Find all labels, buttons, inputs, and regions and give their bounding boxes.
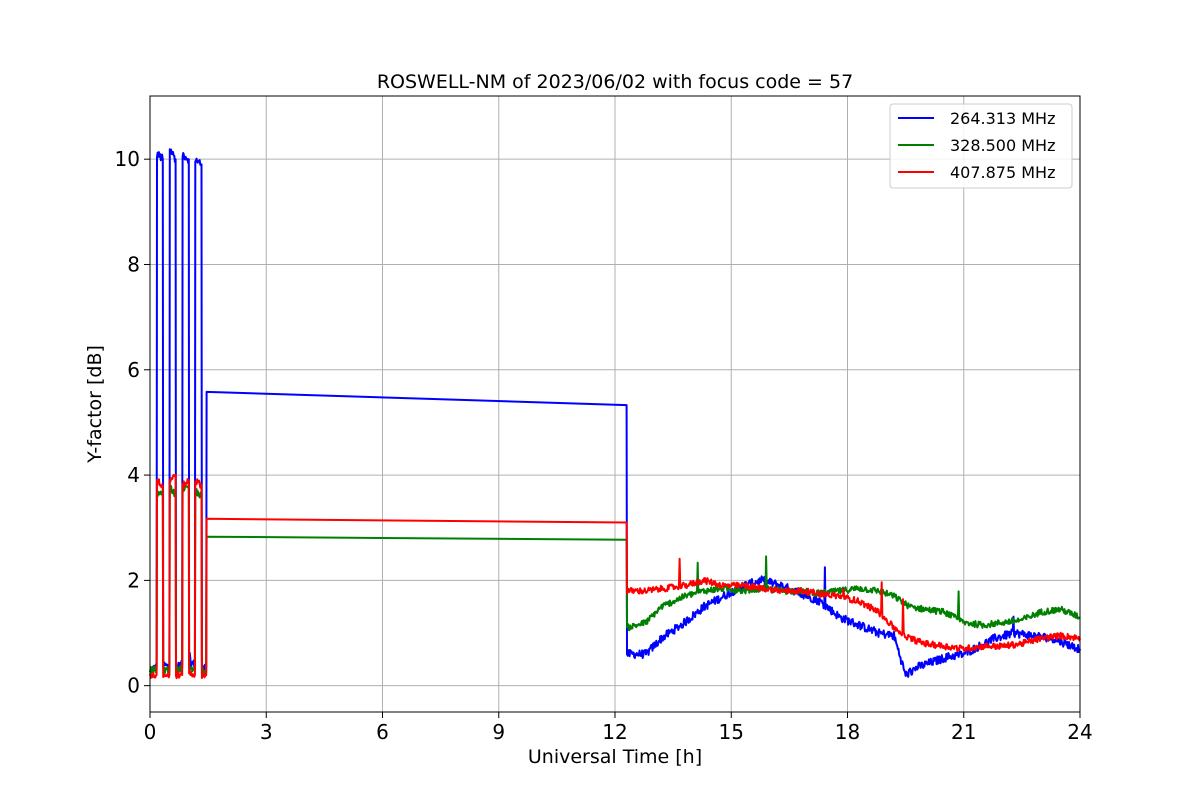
series-line-3 [149,474,1081,680]
y-tick-label: 0 [127,674,140,698]
y-tick-label: 6 [127,358,140,382]
y-tick-label: 2 [127,568,140,592]
legend-label: 407.875 MHz [950,163,1055,182]
y-tick-label: 4 [127,463,140,487]
x-tick-label: 6 [376,720,389,744]
x-tick-label: 12 [602,720,627,744]
x-tick-label: 9 [492,720,505,744]
x-tick-label: 21 [951,720,976,744]
legend-frame [889,103,1073,189]
series-line-2 [149,483,1081,676]
y-axis-label: Y-factor [dB] [84,345,106,464]
x-tick-label: 3 [260,720,273,744]
chart-title: ROSWELL-NM of 2023/06/02 with focus code… [377,71,853,93]
x-tick-label: 0 [144,720,157,744]
series-layer [149,148,1081,680]
legend: 264.313 MHz 328.500 MHz 407.875 MHz [889,103,1073,189]
legend-label: 328.500 MHz [950,136,1055,155]
x-tick-label: 24 [1067,720,1092,744]
x-axis-label: Universal Time [h] [528,746,702,768]
x-tick-label: 15 [719,720,744,744]
y-tick-label: 8 [127,252,140,276]
y-tick-label: 10 [115,147,140,171]
series-line-1 [149,148,1081,678]
x-tick-label: 18 [835,720,860,744]
legend-label: 264.313 MHz [950,109,1055,128]
